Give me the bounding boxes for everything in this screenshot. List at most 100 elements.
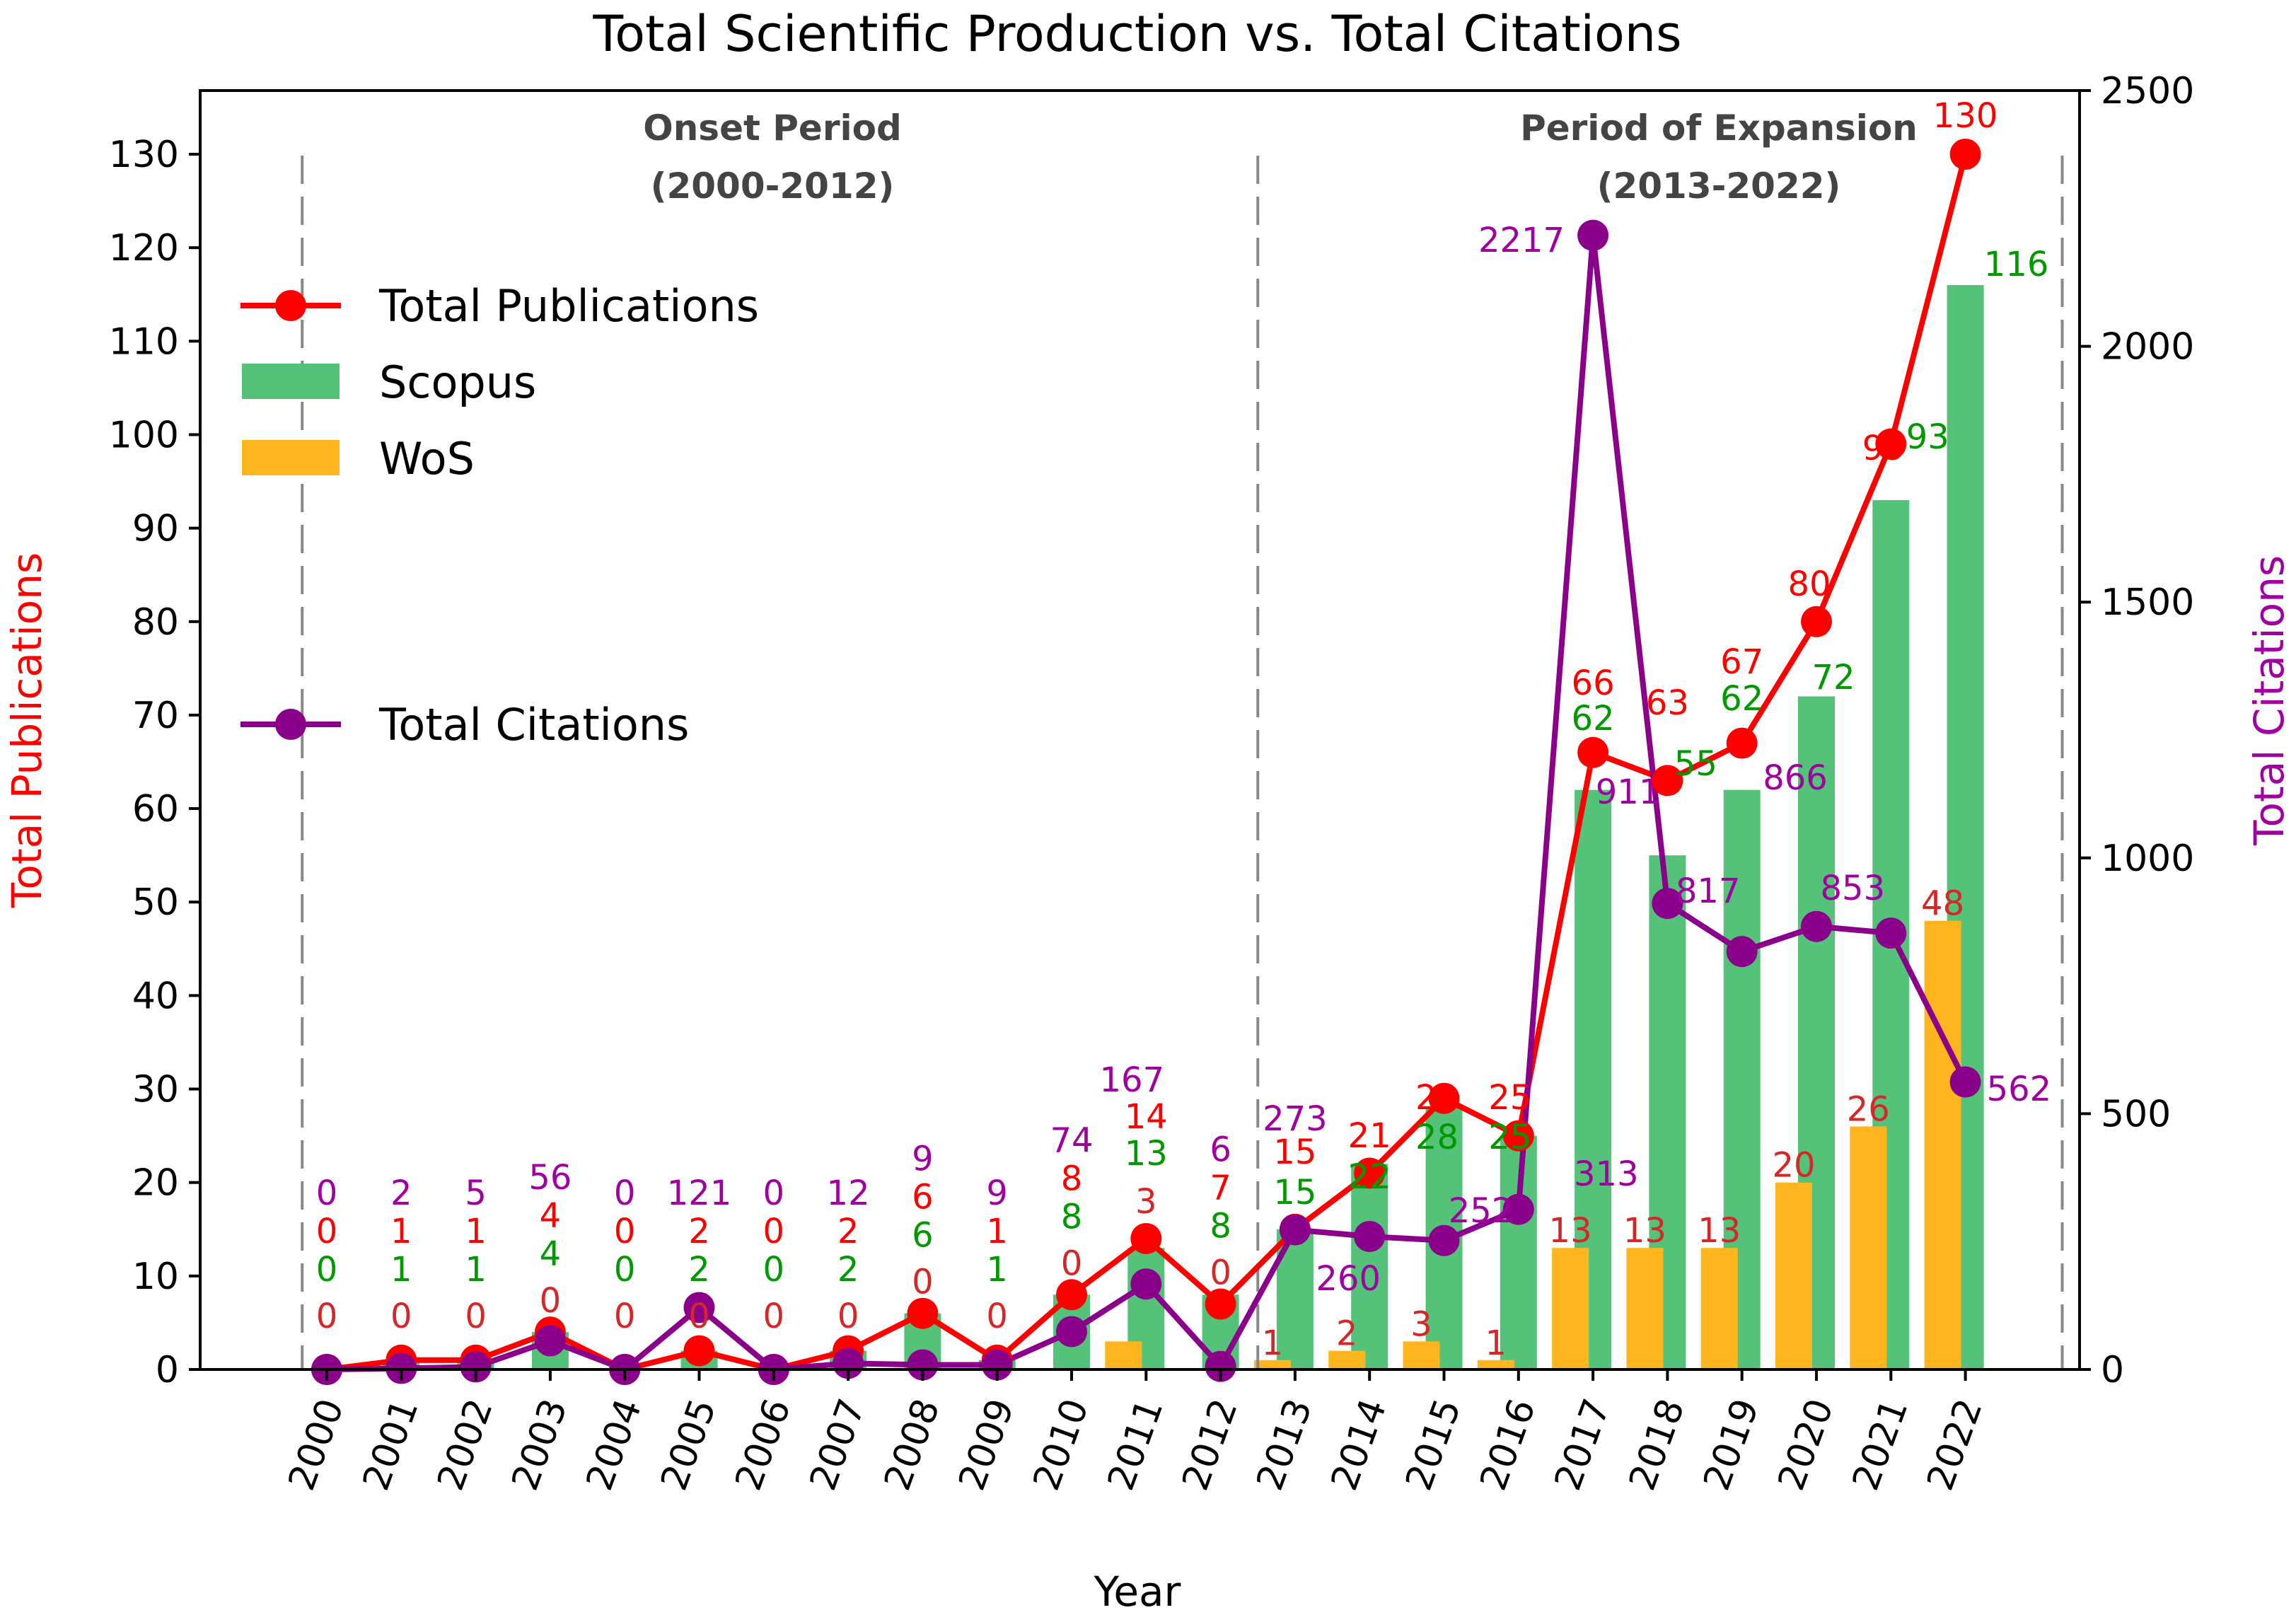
label-citations-2003: 56 bbox=[528, 1158, 572, 1198]
label-citations-2015: 252 bbox=[1449, 1191, 1514, 1231]
label-citations-2022: 562 bbox=[1987, 1070, 2052, 1109]
point-publications-2018 bbox=[1652, 765, 1683, 796]
label-publications-2000: 0 bbox=[316, 1212, 338, 1251]
label-publications-2005: 2 bbox=[688, 1212, 710, 1251]
left-tick-label-80: 80 bbox=[132, 601, 179, 644]
point-citations-2005 bbox=[683, 1292, 715, 1323]
left-axis-title: Total Publications bbox=[3, 552, 51, 908]
x-tick-label-2011: 2011 bbox=[1100, 1394, 1172, 1496]
onset-period-label: Onset Period bbox=[643, 108, 902, 149]
chart-title: Total Scientific Production vs. Total Ci… bbox=[592, 5, 1681, 63]
label-publications-2007: 2 bbox=[837, 1212, 859, 1251]
label-scopus-2000: 0 bbox=[316, 1250, 338, 1290]
label-citations-2005: 121 bbox=[667, 1174, 732, 1213]
label-publications-2021: 99 bbox=[1862, 429, 1906, 468]
x-tick-label-2018: 2018 bbox=[1621, 1394, 1693, 1496]
label-wos-2021: 26 bbox=[1847, 1089, 1890, 1129]
point-citations-2019 bbox=[1726, 936, 1758, 968]
right-tick-label-1000: 1000 bbox=[2101, 838, 2194, 880]
label-scopus-2009: 1 bbox=[986, 1250, 1008, 1290]
x-tick-label-2003: 2003 bbox=[504, 1394, 576, 1496]
point-citations-2016 bbox=[1502, 1193, 1534, 1225]
label-wos-2017: 13 bbox=[1549, 1211, 1592, 1251]
x-tick-label-2005: 2005 bbox=[653, 1394, 725, 1496]
left-tick-label-40: 40 bbox=[132, 975, 179, 1017]
label-citations-2017: 2217 bbox=[1478, 221, 1565, 260]
left-tick-label-30: 30 bbox=[132, 1069, 179, 1111]
point-citations-2002 bbox=[460, 1351, 492, 1383]
bar-wos-2021 bbox=[1850, 1126, 1887, 1369]
legend-label-wos: WoS bbox=[379, 433, 475, 485]
label-citations-2009: 9 bbox=[986, 1174, 1008, 1213]
legend-item-total-publications[interactable]: Total Publications bbox=[240, 280, 759, 332]
x-tick-label-2001: 2001 bbox=[355, 1394, 427, 1496]
label-scopus-2014: 22 bbox=[1348, 1157, 1391, 1197]
point-citations-2018 bbox=[1652, 888, 1683, 920]
legend-swatch-wos bbox=[242, 440, 340, 475]
label-scopus-2015: 28 bbox=[1415, 1118, 1459, 1157]
label-scopus-2016: 25 bbox=[1488, 1118, 1531, 1157]
legend-label-publications: Total Publications bbox=[378, 280, 759, 332]
label-wos-2016: 1 bbox=[1485, 1323, 1507, 1363]
label-scopus-2019: 62 bbox=[1720, 679, 1763, 719]
legend-item-scopus[interactable]: Scopus bbox=[242, 357, 536, 408]
point-publications-2020 bbox=[1801, 606, 1832, 637]
label-wos-2008: 0 bbox=[912, 1263, 934, 1302]
legend-marker-citations bbox=[275, 709, 306, 740]
label-scopus-2001: 1 bbox=[390, 1250, 412, 1290]
point-citations-2008 bbox=[907, 1349, 939, 1381]
label-wos-2018: 13 bbox=[1623, 1211, 1666, 1251]
bar-wos-2019 bbox=[1700, 1248, 1738, 1369]
bar-wos-2014 bbox=[1328, 1350, 1366, 1369]
label-wos-2005: 0 bbox=[688, 1297, 710, 1336]
label-publications-2011: 14 bbox=[1125, 1097, 1168, 1137]
left-tick-label-20: 20 bbox=[132, 1162, 179, 1205]
point-publications-2021 bbox=[1875, 428, 1907, 460]
label-wos-2004: 0 bbox=[614, 1297, 636, 1336]
point-publications-2016 bbox=[1502, 1120, 1534, 1152]
x-tick-label-2002: 2002 bbox=[429, 1394, 501, 1496]
label-scopus-2018: 55 bbox=[1674, 744, 1717, 784]
point-publications-2012 bbox=[1205, 1288, 1236, 1320]
label-wos-2009: 0 bbox=[986, 1297, 1008, 1336]
x-tick-label-2021: 2021 bbox=[1845, 1394, 1917, 1496]
x-tick-label-2015: 2015 bbox=[1398, 1394, 1470, 1496]
legend-item-total-citations[interactable]: Total Citations bbox=[240, 699, 689, 751]
x-axis-title: Year bbox=[1094, 1568, 1181, 1616]
left-tick-label-130: 130 bbox=[109, 134, 179, 176]
label-scopus-2004: 0 bbox=[614, 1250, 636, 1290]
legend-label-citations: Total Citations bbox=[378, 699, 689, 751]
left-tick-label-10: 10 bbox=[132, 1256, 179, 1298]
right-tick-label-0: 0 bbox=[2101, 1349, 2124, 1391]
label-scopus-2003: 4 bbox=[540, 1234, 562, 1274]
label-citations-2020: 866 bbox=[1763, 758, 1828, 798]
left-tick-label-50: 50 bbox=[132, 881, 179, 924]
period-dividers bbox=[301, 156, 2064, 1369]
point-citations-2017 bbox=[1577, 219, 1609, 251]
x-tick-label-2000: 2000 bbox=[281, 1394, 353, 1496]
label-scopus-2013: 15 bbox=[1273, 1173, 1316, 1212]
label-publications-2002: 1 bbox=[465, 1212, 487, 1251]
label-publications-2015: 29 bbox=[1415, 1078, 1459, 1118]
legend-item-wos[interactable]: WoS bbox=[242, 433, 475, 485]
label-publications-2012: 7 bbox=[1210, 1168, 1231, 1207]
label-wos-2002: 0 bbox=[465, 1297, 487, 1336]
x-tick-label-2008: 2008 bbox=[876, 1394, 949, 1496]
point-publications-2014 bbox=[1354, 1157, 1386, 1189]
left-tick-label-70: 70 bbox=[132, 695, 179, 737]
left-tick-label-120: 120 bbox=[109, 227, 179, 270]
label-scopus-2008: 6 bbox=[912, 1216, 934, 1256]
label-publications-2018: 63 bbox=[1646, 683, 1689, 723]
expansion-period-range: (2013-2022) bbox=[1597, 166, 1841, 207]
bar-wos-2020 bbox=[1775, 1182, 1812, 1369]
label-wos-2006: 0 bbox=[763, 1297, 785, 1336]
right-axis-ticks: 0 500 1000 1500 2000 2500 bbox=[2080, 70, 2194, 1391]
right-tick-label-500: 500 bbox=[2101, 1093, 2171, 1135]
left-tick-label-110: 110 bbox=[109, 320, 179, 363]
label-scopus-2010: 8 bbox=[1061, 1197, 1083, 1236]
point-publications-2022 bbox=[1949, 139, 1981, 170]
point-citations-2011 bbox=[1130, 1268, 1162, 1300]
left-tick-label-100: 100 bbox=[109, 414, 179, 456]
label-scopus-2002: 1 bbox=[465, 1250, 487, 1290]
label-publications-2010: 8 bbox=[1061, 1159, 1083, 1198]
